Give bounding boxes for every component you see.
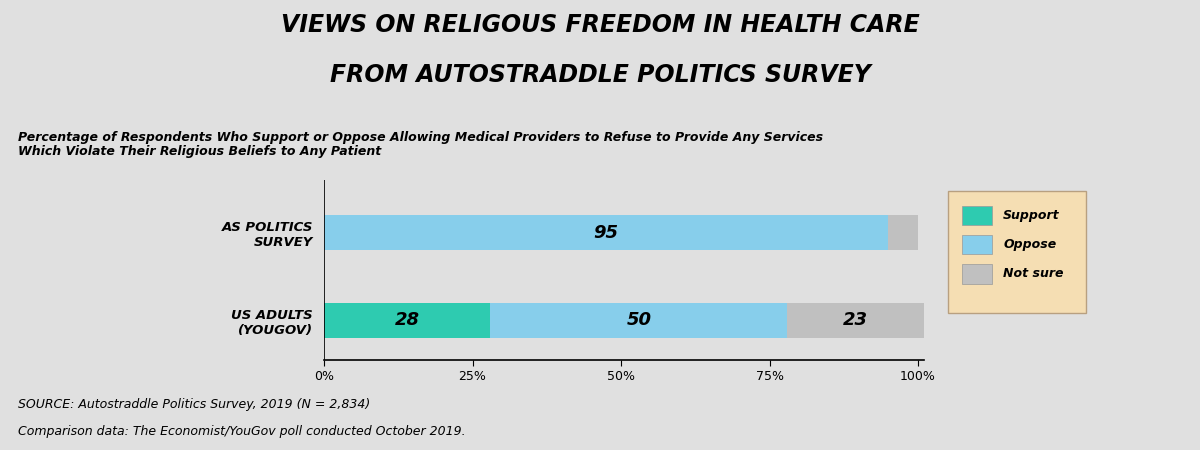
Text: 95: 95	[594, 224, 619, 242]
Text: 28: 28	[395, 311, 420, 329]
Text: VIEWS ON RELIGOUS FREEDOM IN HEALTH CARE: VIEWS ON RELIGOUS FREEDOM IN HEALTH CARE	[281, 14, 919, 37]
Text: Comparison data: The Economist/YouGov poll conducted October 2019.: Comparison data: The Economist/YouGov po…	[18, 425, 466, 438]
Text: FROM AUTOSTRADDLE POLITICS SURVEY: FROM AUTOSTRADDLE POLITICS SURVEY	[330, 63, 870, 87]
FancyBboxPatch shape	[948, 191, 1086, 313]
Text: Not sure: Not sure	[1003, 267, 1063, 280]
Bar	[324, 303, 491, 338]
Bar	[888, 215, 918, 250]
Bar	[324, 215, 888, 250]
Bar	[962, 264, 992, 284]
Text: Oppose: Oppose	[1003, 238, 1056, 251]
Text: 50: 50	[626, 311, 652, 329]
Bar	[787, 303, 924, 338]
Text: Percentage of Respondents Who Support or Oppose Allowing Medical Providers to Re: Percentage of Respondents Who Support or…	[18, 130, 823, 158]
Bar	[491, 303, 787, 338]
Text: Support: Support	[1003, 209, 1060, 222]
Bar	[962, 206, 992, 225]
Text: SOURCE: Autostraddle Politics Survey, 2019 (N = 2,834): SOURCE: Autostraddle Politics Survey, 20…	[18, 398, 371, 411]
Text: 23: 23	[844, 311, 868, 329]
Bar	[962, 235, 992, 254]
